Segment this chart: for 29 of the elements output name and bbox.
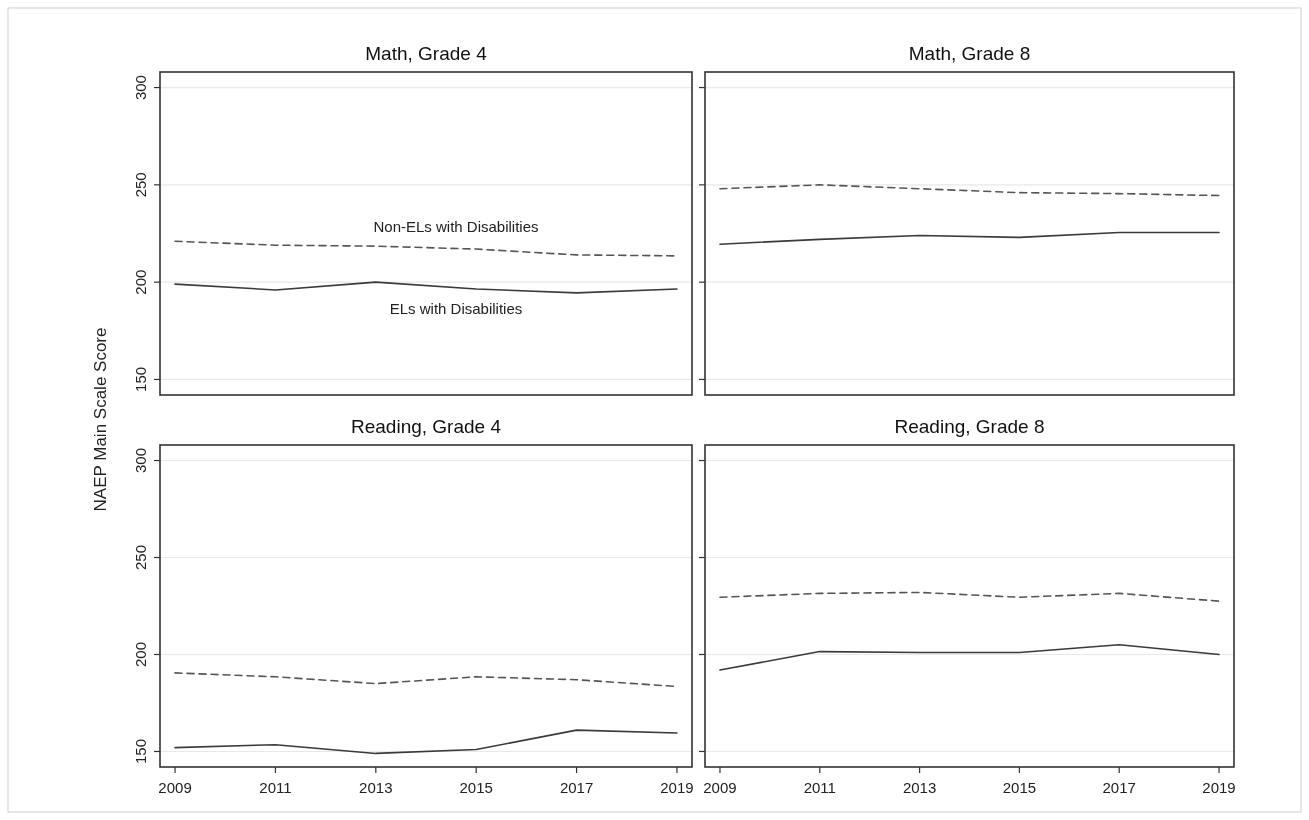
x-tick-label: 2011 xyxy=(259,779,292,796)
y-tick-label: 200 xyxy=(132,641,149,668)
chart-title: Math, Grade 8 xyxy=(908,43,1031,64)
chart-title: Math, Grade 4 xyxy=(365,43,488,64)
x-tick-label: 2019 xyxy=(660,779,694,796)
x-tick-label: 2009 xyxy=(158,779,192,796)
x-tick-label: 2009 xyxy=(703,779,737,796)
line-series xyxy=(174,729,678,755)
x-tick-label: 2017 xyxy=(559,779,594,796)
series-label: Non-ELs with Disabilities xyxy=(373,217,539,235)
x-tick-label: 2013 xyxy=(359,779,393,796)
y-tick-label: 250 xyxy=(132,172,149,198)
x-tick-label: 2013 xyxy=(902,779,937,796)
y-tick-label: 150 xyxy=(132,738,149,764)
y-tick-label: 300 xyxy=(132,448,149,474)
y-tick-label: 250 xyxy=(132,544,149,571)
x-tick-label: 2019 xyxy=(1202,779,1236,796)
series-label: ELs with Disabilities xyxy=(389,299,523,317)
y-tick-label: 300 xyxy=(132,75,149,101)
line-series xyxy=(174,281,678,294)
y-tick-label: 150 xyxy=(132,366,149,392)
x-tick-label: 2015 xyxy=(459,779,493,796)
x-tick-label: 2011 xyxy=(803,779,836,796)
y-axis-title: NAEP Main Scale Score xyxy=(91,327,110,512)
chart-title: Reading, Grade 4 xyxy=(351,416,502,437)
x-tick-label: 2015 xyxy=(1002,779,1037,796)
x-tick-label: 2017 xyxy=(1102,779,1136,796)
chart-title: Reading, Grade 8 xyxy=(894,416,1045,437)
y-tick-label: 200 xyxy=(132,269,149,295)
